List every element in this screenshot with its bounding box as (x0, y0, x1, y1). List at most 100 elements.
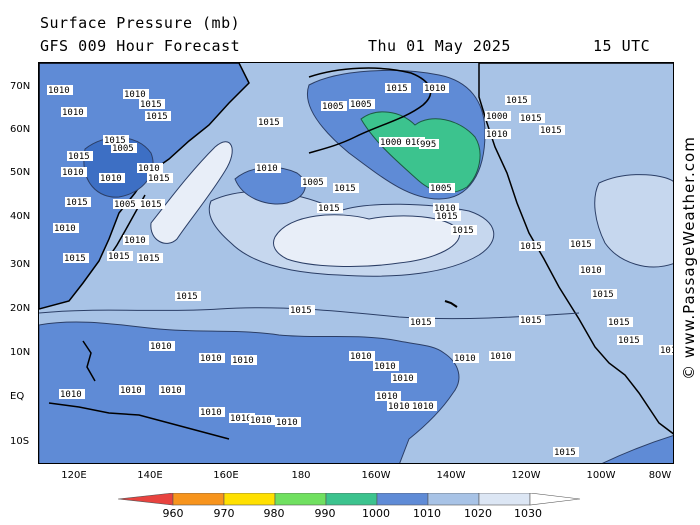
isobar-label-text: 1010 (256, 164, 278, 174)
isobar-label-text: 1010 (454, 354, 476, 364)
isobar-label: 1015 (519, 241, 545, 252)
isobar-label-text: 1015 (608, 318, 630, 328)
isobar-label: 1010 (199, 353, 225, 364)
isobar-label: 1010 (99, 173, 125, 184)
alaska-landmass (308, 67, 432, 154)
hawaii-islands (444, 300, 458, 308)
isobar-label: 1015 (333, 183, 359, 194)
colorbar-cell (478, 492, 531, 506)
isobar-label-text: 995 (420, 140, 436, 150)
isobar-label: 1015 (145, 111, 171, 122)
isobar-label: 1010 (149, 341, 175, 352)
isobar-label-text: 1010 (486, 130, 508, 140)
isobar-label-text: 1010 (62, 168, 84, 178)
pressure-map: 1010 1010 1015 1015 1015 1005 1015 1010 1005 1000… (38, 62, 674, 464)
lon-label-80w: 80W (648, 470, 672, 481)
isobar-label-text: 1010 (232, 356, 254, 366)
isobar-label: 1010 (255, 163, 281, 174)
isobar-label: 1005 (111, 143, 137, 154)
isobar-label-text: 1015 (520, 316, 542, 326)
isobar-label: 1010 (61, 167, 87, 178)
isobar-label-text: 1010 (424, 84, 446, 94)
isobar-label-text: 1015 (140, 100, 162, 110)
isobar-label: 1010 (387, 401, 413, 412)
isobar-label-text: 1010 (490, 352, 512, 362)
isobar-label: 1000 (379, 137, 405, 148)
isobar-label: 1015 (505, 95, 531, 106)
isobar-label-text: 1015 (176, 292, 198, 302)
forecast-subtitle: GFS 009 Hour Forecast (40, 37, 241, 55)
isobar-label-text: 1015 (68, 152, 90, 162)
isobar-label-text: 1015 (258, 118, 280, 128)
isobar-label: 1010 (61, 107, 87, 118)
isobar-label-text: 1005 (322, 102, 344, 112)
isobar-label: 1005 (113, 199, 139, 210)
isobar-label: 1015 (107, 251, 133, 262)
isobar-label: 1010 (399, 137, 425, 148)
colorbar-svg (117, 492, 581, 506)
isobar-label-text: 1010 (412, 402, 434, 412)
isobar-label-text: 1015 (66, 198, 88, 208)
isobar-label: 1015 (519, 315, 545, 326)
isobar-label-text: 1015 (334, 184, 356, 194)
north-america-high (594, 174, 673, 268)
central-high-inner (273, 214, 461, 267)
colorbar-label-960: 960 (162, 507, 184, 520)
isobar-label: 1015 (539, 125, 565, 136)
isobar-label-text: 1010 (150, 342, 172, 352)
isobar-label: 1015 (519, 113, 545, 124)
isobar-label-text: 1005 (302, 178, 324, 188)
isobar-label-text: 1015 (592, 290, 614, 300)
isobar-label-text: 1015 (540, 126, 562, 136)
isobar-label-text: 1010 (376, 392, 398, 402)
isobar-label: 1015 (607, 317, 633, 328)
pressure-colorbar: 960 970 980 990 1000 1010 1020 1030 (117, 492, 588, 525)
lat-label-70n: 70N (10, 81, 31, 92)
isobar-label: 1015 (317, 203, 343, 214)
isobar-label: 1015 (385, 83, 411, 94)
tropical-low-zone-east (602, 435, 673, 463)
colorbar-cell (223, 492, 276, 506)
isobar-label: 1015 (63, 253, 89, 264)
isobar-label: 995 (419, 139, 439, 150)
isobar-label: 1010 (59, 389, 85, 400)
isobar-label: 1010 (411, 401, 437, 412)
isobar-label-text: 1015 (386, 84, 408, 94)
isobar-label: 1010 (137, 163, 163, 174)
indonesia-islands (48, 402, 230, 440)
isobar-label: 1010 (159, 385, 185, 396)
isobar-label: 1015 (553, 447, 579, 458)
isobar-label-text: 1005 (114, 200, 136, 210)
isobar-label: 1010 (119, 385, 145, 396)
lon-label-160e: 160E (213, 470, 239, 481)
lon-label-140e: 140E (137, 470, 163, 481)
isobar-label: 1015 (591, 289, 617, 300)
isobar-label-text: 1010 (62, 108, 84, 118)
alaska-low-core (360, 111, 481, 194)
colorbar-cell (529, 492, 581, 506)
isobar-label-text: 1015 (410, 318, 432, 328)
isobar-label-text: 1010 (350, 352, 372, 362)
philippines-islands (82, 340, 96, 382)
lat-label-10n: 10N (10, 347, 31, 358)
isobar-label: 1010 (47, 85, 73, 96)
isobar-label-text: 1015 (104, 136, 126, 146)
isobar-label: 1015 (289, 305, 315, 316)
isobar-label: 1005 (349, 99, 375, 110)
isobar-label-text: 1000 (486, 112, 508, 122)
isobar-label: 1015 (139, 99, 165, 110)
isobar-label: 1010 (275, 417, 301, 428)
isobar-label: 1010 (53, 223, 79, 234)
west-high (150, 141, 233, 244)
isobar-label-text: 1010 (250, 416, 272, 426)
colorbar-label-970: 970 (213, 507, 235, 520)
lat-label-40n: 40N (10, 211, 31, 222)
isobar-label-text: 1000 (380, 138, 402, 148)
isobar-label-text: 1015 (108, 252, 130, 262)
isobar-label: 1010 (391, 373, 417, 384)
lon-label-160w: 160W (361, 470, 391, 481)
isobar-label-text: 1015 (140, 200, 162, 210)
valid-time: 15 UTC (593, 37, 651, 55)
isobar-label-text: 1015 (520, 114, 542, 124)
